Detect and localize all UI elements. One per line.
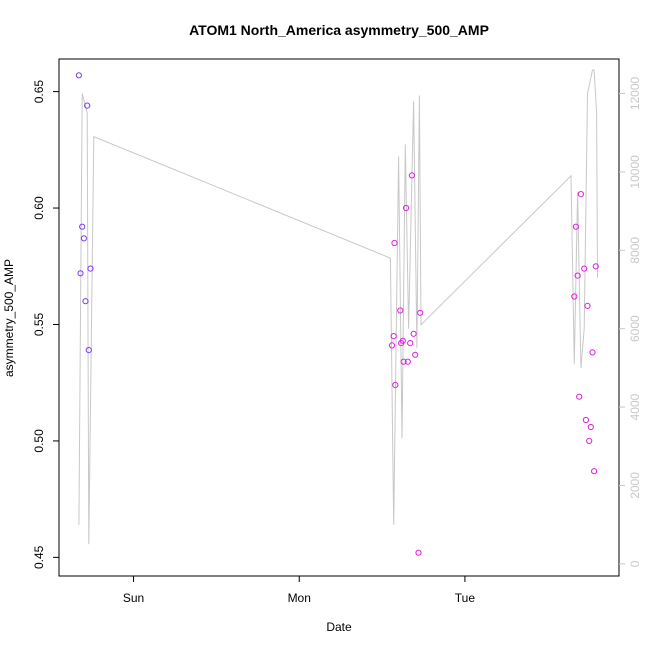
data-point-1-10 — [407, 340, 414, 347]
data-point-0-7 — [87, 265, 94, 272]
data-point-1-24 — [586, 437, 593, 444]
x-tick-label-2: Tue — [455, 591, 476, 605]
data-point-1-6 — [399, 337, 406, 344]
y-tick-label-0: 0.45 — [32, 545, 46, 569]
plot-area-frame — [58, 58, 620, 577]
y2-tick-label-4: 8000 — [628, 237, 642, 264]
data-point-1-8 — [403, 204, 410, 212]
data-point-0-1 — [77, 270, 84, 277]
data-point-1-22 — [582, 416, 590, 424]
y2-tick-label-3: 6000 — [628, 315, 642, 342]
data-point-1-16 — [571, 293, 578, 300]
y-axis-left: 0.45 0.50 0.55 0.60 0.65 — [32, 80, 59, 569]
y-tick-label-4: 0.65 — [32, 80, 46, 104]
data-point-1-17 — [572, 223, 580, 230]
x-axis-label: Date — [326, 620, 352, 634]
data-point-1-3 — [392, 381, 399, 389]
data-point-0-6 — [85, 347, 92, 354]
data-point-1-26 — [589, 349, 596, 356]
data-point-0-4 — [82, 298, 89, 305]
data-point-1-13 — [412, 351, 419, 358]
y-tick-label-3: 0.60 — [32, 196, 46, 220]
y-axis-right: 0 2000 4000 6000 8000 10000 12000 — [619, 76, 642, 567]
data-point-1-20 — [577, 191, 585, 198]
series-points-layer — [75, 72, 599, 556]
series-line-layer — [78, 69, 598, 545]
data-point-0-0 — [75, 72, 83, 79]
y-tick-label-1: 0.50 — [32, 429, 46, 453]
y2-tick-label-5: 10000 — [628, 155, 642, 189]
data-point-1-28 — [592, 263, 599, 270]
data-point-1-25 — [587, 423, 594, 431]
series-line-2 — [78, 69, 598, 545]
data-point-1-18 — [574, 272, 581, 279]
data-point-0-2 — [79, 223, 86, 230]
data-point-1-7 — [400, 358, 407, 365]
data-point-0-5 — [84, 102, 91, 109]
data-point-1-14 — [415, 549, 422, 556]
data-point-1-4 — [397, 307, 404, 314]
data-point-1-23 — [584, 302, 591, 309]
data-point-1-9 — [404, 358, 411, 365]
data-point-1-1 — [390, 333, 397, 340]
y-tick-label-2: 0.55 — [32, 312, 46, 336]
x-axis: Sun Mon Tue — [123, 576, 475, 605]
data-point-1-2 — [391, 239, 398, 247]
chart-title: ATOM1 North_America asymmetry_500_AMP — [189, 22, 489, 38]
data-point-1-27 — [591, 468, 598, 475]
y2-tick-label-1: 2000 — [628, 472, 642, 499]
y2-tick-label-0: 0 — [628, 560, 642, 567]
y-axis-label: asymmetry_500_AMP — [2, 259, 16, 377]
data-point-1-15 — [417, 309, 424, 316]
data-point-1-12 — [410, 330, 417, 337]
data-point-0-3 — [80, 235, 88, 242]
data-point-1-0 — [388, 342, 396, 349]
data-point-1-19 — [576, 393, 583, 400]
data-point-1-11 — [408, 172, 415, 179]
y2-tick-label-6: 12000 — [628, 76, 642, 110]
x-tick-label-0: Sun — [123, 591, 144, 605]
x-tick-label-1: Mon — [288, 591, 311, 605]
data-point-1-21 — [581, 265, 588, 272]
y2-tick-label-2: 4000 — [628, 393, 642, 420]
